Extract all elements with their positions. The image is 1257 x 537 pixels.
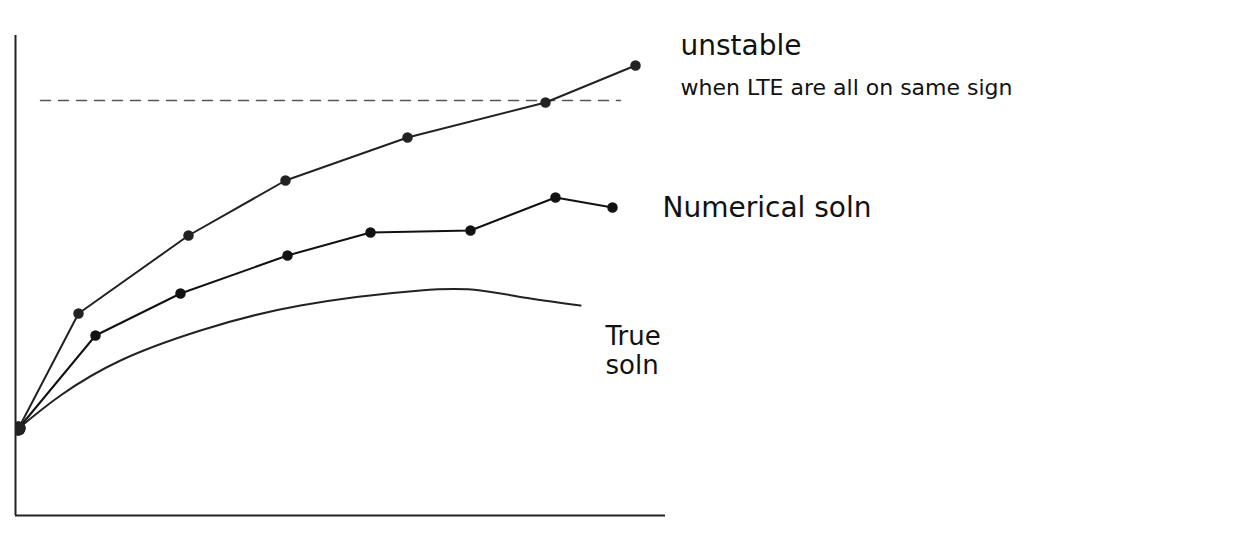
svg-text:Truesoln: Truesoln (605, 321, 661, 380)
svg-text:unstable: unstable (681, 29, 802, 62)
svg-text:when LTE are all on same sign: when LTE are all on same sign (681, 75, 1013, 100)
svg-text:Numerical soln: Numerical soln (663, 191, 872, 224)
